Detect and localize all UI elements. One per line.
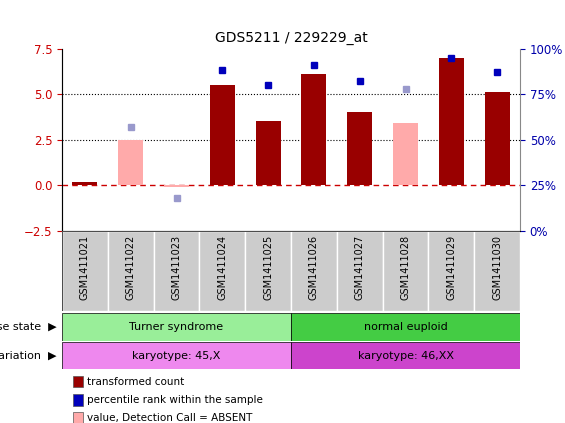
Text: GSM1411027: GSM1411027 (355, 234, 364, 300)
Bar (474, 231, 520, 311)
Text: normal euploid: normal euploid (364, 322, 447, 332)
Text: value, Detection Call = ABSENT: value, Detection Call = ABSENT (88, 413, 253, 423)
Bar (291, 231, 337, 311)
Text: disease state  ▶: disease state ▶ (0, 322, 56, 332)
Bar (291, 342, 520, 369)
Text: GSM1411021: GSM1411021 (80, 234, 90, 299)
Text: GSM1411028: GSM1411028 (401, 234, 411, 299)
Bar (210, 85, 235, 185)
Bar (118, 140, 144, 185)
Text: transformed count: transformed count (88, 376, 185, 387)
Text: GSM1411024: GSM1411024 (218, 234, 227, 299)
Bar (62, 231, 108, 311)
Text: percentile rank within the sample: percentile rank within the sample (88, 395, 263, 405)
Bar (428, 231, 474, 311)
Text: Turner syndrome: Turner syndrome (129, 322, 224, 332)
Bar (62, 342, 291, 369)
Text: karyotype: 46,XX: karyotype: 46,XX (358, 351, 454, 360)
Bar (62, 231, 520, 311)
Text: GSM1411026: GSM1411026 (309, 234, 319, 299)
Bar (337, 231, 383, 311)
Bar (301, 74, 327, 185)
Title: GDS5211 / 229229_at: GDS5211 / 229229_at (215, 31, 367, 45)
Text: GSM1411025: GSM1411025 (263, 234, 273, 300)
Bar (347, 112, 372, 185)
Bar (164, 185, 189, 187)
Bar (291, 313, 520, 341)
Bar (255, 121, 281, 185)
Text: GSM1411023: GSM1411023 (172, 234, 181, 299)
Bar (62, 313, 291, 341)
Text: karyotype: 45,X: karyotype: 45,X (132, 351, 221, 360)
Bar (383, 231, 428, 311)
Bar (108, 231, 154, 311)
Text: genotype/variation  ▶: genotype/variation ▶ (0, 351, 56, 360)
Text: GSM1411030: GSM1411030 (492, 234, 502, 299)
Bar (393, 123, 418, 185)
Bar (154, 231, 199, 311)
Bar (72, 182, 98, 185)
Bar (199, 231, 245, 311)
Bar (485, 92, 510, 185)
Bar (438, 58, 464, 185)
Text: GSM1411029: GSM1411029 (446, 234, 457, 299)
Text: GSM1411022: GSM1411022 (125, 234, 136, 300)
Bar (245, 231, 291, 311)
